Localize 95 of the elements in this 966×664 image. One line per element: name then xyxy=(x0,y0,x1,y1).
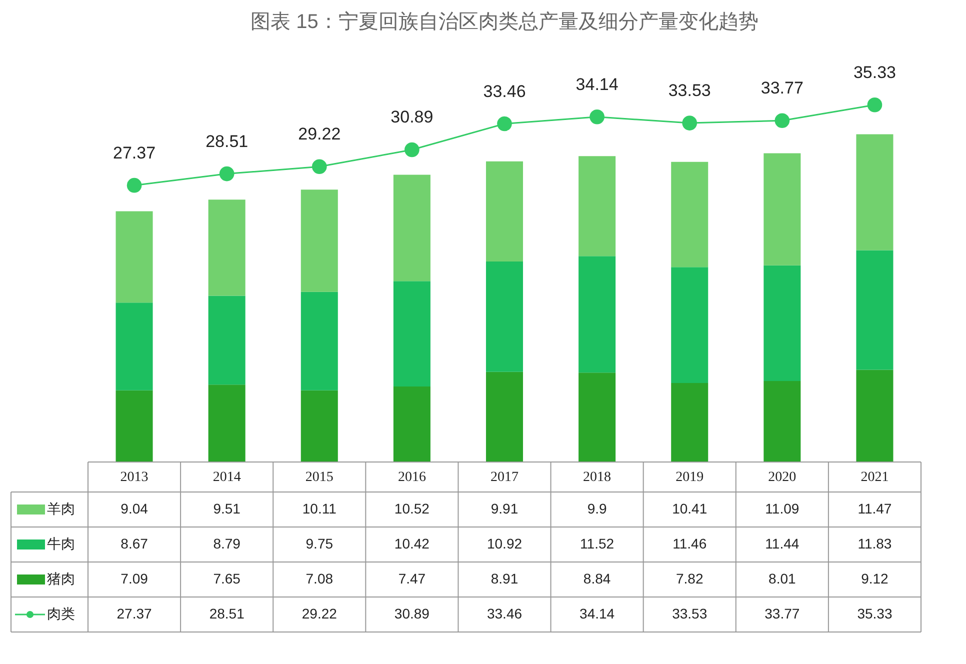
data-label: 33.53 xyxy=(672,606,708,622)
bar xyxy=(300,390,338,462)
data-label: 30.89 xyxy=(394,606,430,622)
x-tick-label: 2016 xyxy=(398,470,426,485)
data-label: 9.12 xyxy=(861,570,889,586)
x-tick-label: 2014 xyxy=(212,470,241,485)
data-label: 9.91 xyxy=(490,500,518,516)
x-tick-label: 2021 xyxy=(860,470,889,485)
data-label: 7.09 xyxy=(120,570,148,586)
data-label: 10.42 xyxy=(394,536,430,552)
data-label: 8.01 xyxy=(768,570,796,586)
bar xyxy=(300,292,338,390)
bar xyxy=(208,296,246,385)
bar xyxy=(393,386,430,462)
annotation: 33.53 xyxy=(668,81,711,100)
data-label: 7.47 xyxy=(398,570,426,586)
data-label: 35.33 xyxy=(857,606,892,622)
data-label: 8.91 xyxy=(490,570,518,586)
bar xyxy=(300,190,338,292)
bar xyxy=(671,382,708,462)
point xyxy=(867,97,882,112)
data-label: 34.14 xyxy=(580,606,615,622)
bar xyxy=(578,156,616,256)
data-label: 11.83 xyxy=(858,536,892,552)
bar xyxy=(486,372,524,462)
data-label: 10.92 xyxy=(486,536,522,552)
data-label: 7.08 xyxy=(306,570,334,586)
bar xyxy=(486,161,524,262)
data-label: 9.9 xyxy=(587,500,607,516)
data-label: 9.51 xyxy=(213,500,241,516)
bar xyxy=(856,250,894,370)
point xyxy=(126,178,142,193)
point xyxy=(682,116,698,130)
annotation: 27.37 xyxy=(113,143,156,162)
text: 图表 15：宁夏回族自治区肉类总产量及细分产量变化趋势 xyxy=(250,11,758,33)
annotation: 29.22 xyxy=(298,124,341,144)
data-label: 10.52 xyxy=(394,500,430,516)
data-label: 7.65 xyxy=(213,570,241,586)
bar xyxy=(671,162,708,268)
bar xyxy=(486,262,524,372)
data-label: 11.52 xyxy=(580,536,614,552)
bar xyxy=(578,372,616,462)
legend-label: 肉类 xyxy=(47,606,75,622)
x-tick-label: 2018 xyxy=(583,470,612,485)
legend-label: 羊肉 xyxy=(47,500,75,516)
data-label: 28.51 xyxy=(209,606,245,622)
data-label: 8.79 xyxy=(213,536,241,552)
x-tick-label: 2020 xyxy=(768,470,796,485)
annotation: 35.33 xyxy=(853,62,896,82)
annotation: 34.14 xyxy=(576,74,618,94)
point xyxy=(774,113,790,128)
data-label: 8.84 xyxy=(583,570,611,586)
point xyxy=(497,116,512,132)
data-label: 10.11 xyxy=(302,500,337,516)
annotation: 33.77 xyxy=(760,78,804,98)
bar xyxy=(208,200,246,296)
legend-label: 猪肉 xyxy=(47,570,75,586)
bar xyxy=(764,381,801,462)
data-label: 33.77 xyxy=(764,606,800,622)
x-tick-label: 2015 xyxy=(305,470,334,485)
data-label: 9.04 xyxy=(120,500,148,516)
annotation: 30.89 xyxy=(390,108,434,127)
legend-label: 牛肉 xyxy=(47,536,75,552)
point xyxy=(219,166,234,182)
data-label: 7.82 xyxy=(676,570,704,586)
data-label: 33.46 xyxy=(486,606,522,622)
bar xyxy=(393,281,430,386)
bar xyxy=(116,390,153,462)
bar xyxy=(764,153,801,266)
bar xyxy=(208,384,246,462)
bar xyxy=(578,256,616,373)
data-label: 27.37 xyxy=(116,606,152,622)
bar xyxy=(116,302,153,390)
bar xyxy=(393,174,430,282)
bar xyxy=(116,211,153,303)
point xyxy=(404,142,420,158)
bar xyxy=(856,134,894,250)
data-label: 11.46 xyxy=(672,536,707,552)
annotation: 33.46 xyxy=(483,82,526,101)
data-label: 8.67 xyxy=(120,536,148,552)
data-label: 11.44 xyxy=(765,536,800,552)
annotation: 28.51 xyxy=(206,132,248,151)
data-label: 29.22 xyxy=(302,606,338,622)
point xyxy=(312,159,327,174)
data-label: 9.75 xyxy=(306,536,334,552)
bar xyxy=(671,267,708,383)
bar xyxy=(856,370,894,462)
data-label: 11.47 xyxy=(858,500,892,516)
x-tick-label: 2017 xyxy=(490,470,518,485)
x-tick-label: 2013 xyxy=(120,470,148,485)
bar xyxy=(764,265,801,382)
x-tick-label: 2019 xyxy=(676,470,704,485)
data-label: 10.41 xyxy=(672,500,708,516)
point xyxy=(590,109,604,124)
data-label: 11.09 xyxy=(765,500,800,516)
